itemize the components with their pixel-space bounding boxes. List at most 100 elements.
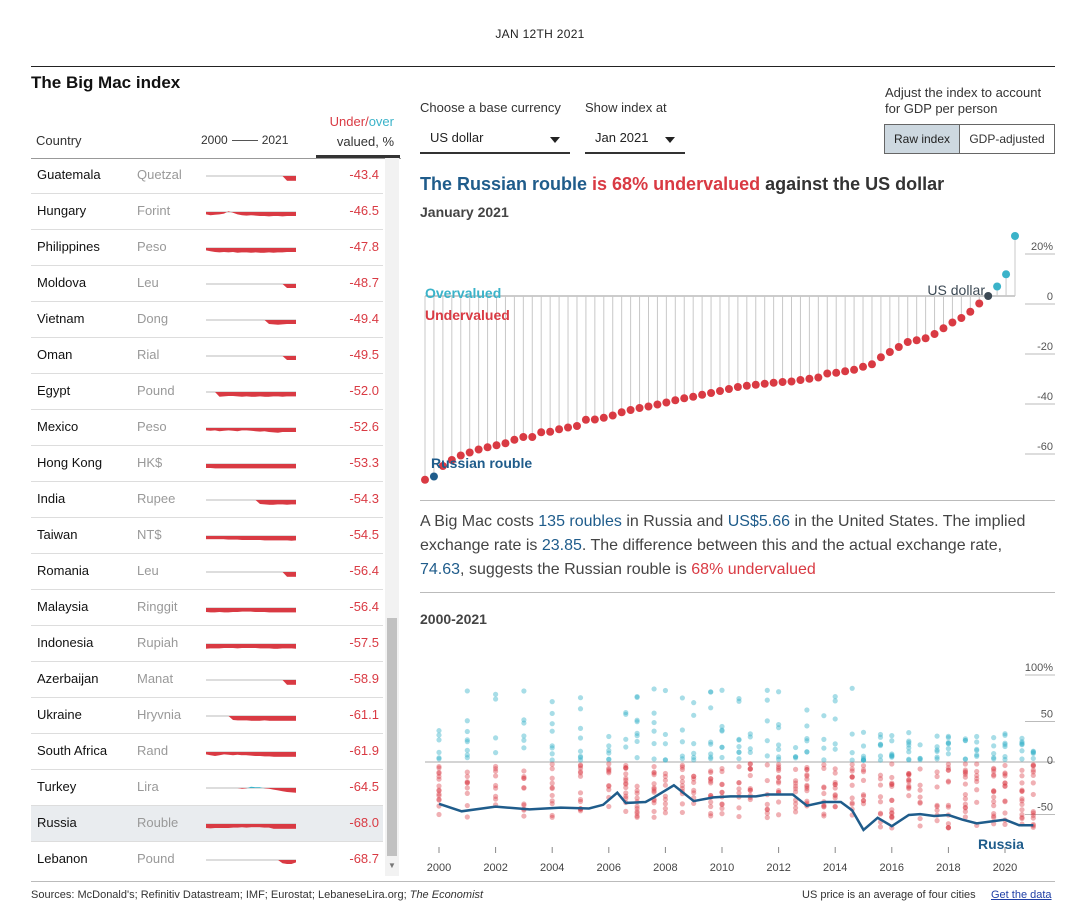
russia-line[interactable]	[438, 783, 1034, 832]
currency-dot[interactable]	[885, 348, 894, 356]
currency-dot[interactable]	[805, 374, 814, 383]
currency-point	[634, 813, 640, 819]
currency-dot[interactable]	[572, 422, 581, 430]
scrollbar-thumb[interactable]	[387, 618, 397, 856]
currency-dot[interactable]	[456, 451, 465, 460]
table-row[interactable]: Lebanon Pound -68.7	[31, 842, 383, 876]
currency-dot[interactable]	[733, 383, 742, 391]
table-row[interactable]: Vietnam Dong -49.4	[31, 302, 383, 338]
table-row[interactable]: Russia Rouble -68.0	[31, 806, 383, 842]
gdp-adjusted-button[interactable]: GDP-adjusted	[960, 125, 1054, 153]
currency-dot[interactable]	[724, 385, 733, 393]
currency-dot[interactable]	[993, 282, 1002, 291]
currency-dot[interactable]	[501, 439, 510, 448]
currency-dot[interactable]	[760, 379, 769, 388]
table-row[interactable]: Philippines Peso -47.8	[31, 230, 383, 266]
currency-dot[interactable]	[841, 367, 850, 376]
currency-dot[interactable]	[564, 423, 573, 432]
currency-dot[interactable]	[1011, 232, 1019, 240]
table-row[interactable]: Turkey Lira -64.5	[31, 770, 383, 806]
currency-dot[interactable]	[421, 475, 429, 484]
currency-dot[interactable]	[680, 394, 689, 403]
table-row[interactable]: Oman Rial -49.5	[31, 338, 383, 374]
table-row[interactable]: Ukraine Hryvnia -61.1	[31, 698, 383, 734]
currency-dot[interactable]	[617, 408, 626, 417]
currency-dot[interactable]	[555, 425, 564, 434]
currency-dot[interactable]	[823, 369, 832, 378]
currency-dot[interactable]	[716, 387, 724, 395]
currency-dot[interactable]	[1002, 270, 1011, 279]
table-row[interactable]: Mexico Peso -52.6	[31, 410, 383, 446]
currency-dot[interactable]	[939, 324, 948, 333]
table-row[interactable]: Malaysia Ringgit -56.4	[31, 590, 383, 626]
currency-dot[interactable]	[921, 334, 930, 343]
currency-dot[interactable]	[447, 456, 456, 464]
currency-dot[interactable]	[707, 389, 716, 397]
table-row[interactable]: Hong Kong HK$ -53.3	[31, 446, 383, 482]
currency-point	[906, 770, 912, 777]
currency-dot[interactable]	[465, 448, 474, 457]
currency-dot[interactable]	[528, 433, 537, 441]
currency-dot[interactable]	[894, 343, 903, 351]
currency-dot[interactable]	[903, 338, 912, 346]
currency-dot[interactable]	[519, 433, 528, 441]
currency-dot[interactable]	[671, 396, 680, 405]
table-row[interactable]: Indonesia Rupiah -57.5	[31, 626, 383, 662]
currency-dot[interactable]	[787, 377, 796, 386]
currency-dot[interactable]	[796, 376, 805, 384]
currency-dot[interactable]	[492, 441, 501, 450]
table-row[interactable]: Guatemala Quetzal -43.4	[31, 158, 383, 194]
column-header-country[interactable]: Country	[36, 133, 82, 148]
table-row[interactable]: Egypt Pound -52.0	[31, 374, 383, 410]
currency-dot[interactable]	[778, 378, 787, 386]
currency-dot[interactable]	[546, 427, 555, 436]
currency-dot[interactable]	[590, 415, 599, 424]
currency-dot[interactable]	[912, 336, 921, 345]
currency-dot[interactable]	[975, 299, 984, 308]
currency-dot[interactable]	[483, 443, 492, 452]
currency-dot[interactable]	[689, 392, 698, 401]
currency-dot[interactable]	[662, 398, 671, 407]
currency-dot[interactable]	[930, 330, 939, 338]
currency-dot[interactable]	[966, 307, 975, 316]
currency-dot[interactable]	[814, 373, 823, 382]
table-row[interactable]: Romania Leu -56.4	[31, 554, 383, 590]
raw-index-button[interactable]: Raw index	[885, 125, 960, 153]
currency-dot[interactable]	[859, 362, 868, 371]
currency-dot[interactable]	[653, 400, 662, 409]
date-select[interactable]: Jan 2021	[585, 124, 685, 154]
currency-dot[interactable]	[957, 314, 966, 322]
get-data-link[interactable]: Get the data	[991, 889, 1052, 901]
currency-dot[interactable]	[438, 462, 447, 470]
table-row[interactable]: Moldova Leu -48.7	[31, 266, 383, 302]
currency-dot[interactable]	[948, 318, 957, 327]
currency-dot[interactable]	[626, 406, 635, 414]
table-row[interactable]: Azerbaijan Manat -58.9	[31, 662, 383, 698]
currency-dot[interactable]	[635, 404, 644, 412]
scroll-down-arrow[interactable]: ▼	[388, 861, 396, 870]
currency-dot[interactable]	[599, 413, 608, 422]
base-currency-dot[interactable]	[984, 292, 993, 300]
currency-dot[interactable]	[876, 353, 885, 362]
currency-dot[interactable]	[832, 368, 841, 377]
table-row[interactable]: South Africa Rand -61.9	[31, 734, 383, 770]
currency-dot[interactable]	[510, 435, 519, 444]
currency-dot[interactable]	[537, 428, 546, 437]
currency-dot[interactable]	[769, 378, 778, 387]
currency-dot[interactable]	[474, 445, 483, 454]
currency-dot[interactable]	[742, 381, 751, 390]
column-header-valuation[interactable]: Under/over valued, %	[316, 112, 394, 152]
base-currency-select[interactable]: US dollar	[420, 124, 570, 154]
table-row[interactable]: Hungary Forint -46.5	[31, 194, 383, 230]
table-row[interactable]: India Rupee -54.3	[31, 482, 383, 518]
table-scrollbar[interactable]: ▼	[385, 158, 399, 876]
currency-dot[interactable]	[581, 415, 590, 424]
highlight-dot[interactable]	[429, 472, 438, 481]
currency-dot[interactable]	[850, 365, 859, 374]
currency-dot[interactable]	[867, 360, 876, 369]
table-row[interactable]: Taiwan NT$ -54.5	[31, 518, 383, 554]
currency-dot[interactable]	[751, 380, 760, 389]
currency-dot[interactable]	[698, 390, 707, 399]
currency-dot[interactable]	[644, 402, 653, 411]
currency-dot[interactable]	[608, 411, 617, 420]
